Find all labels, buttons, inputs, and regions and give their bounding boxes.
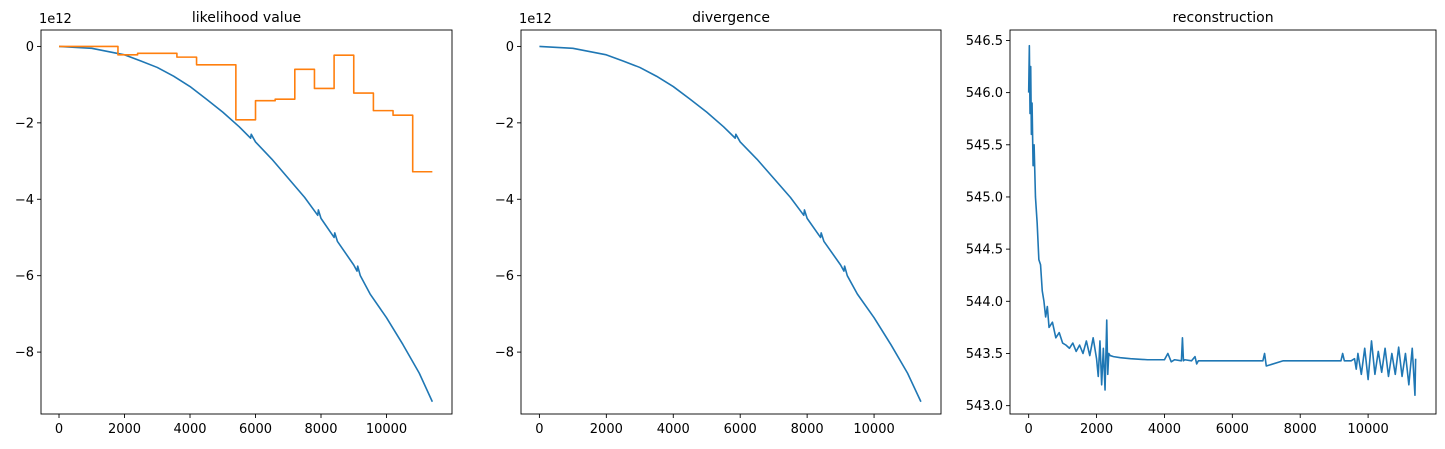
x-tick-label: 8000	[304, 422, 337, 437]
chart-1: 0 2000 4000 6000 8000 10000 0 −2 −4 −6 −8 divergenc…	[495, 10, 942, 437]
axis-offset-label: 1e12	[39, 12, 72, 27]
y-tick-label: 0	[506, 40, 514, 55]
x-tick-label: 2000	[590, 422, 623, 437]
y-tick-label: −2	[15, 116, 34, 131]
x-tick-label: 10000	[366, 422, 407, 437]
series-group	[1027, 44, 1417, 397]
x-tick-label: 10000	[1347, 422, 1388, 437]
x-tick-label: 4000	[1148, 422, 1181, 437]
y-tick-label: −2	[495, 116, 514, 131]
y-tick-label: −4	[15, 193, 34, 208]
y-tick-label: −4	[495, 193, 514, 208]
x-tick-label: 8000	[791, 422, 824, 437]
x-tick-label: 0	[1025, 422, 1033, 437]
y-tick-label: −8	[495, 346, 514, 361]
y-tick-label: 546.5	[966, 34, 1003, 49]
chart-title: reconstruction	[1172, 10, 1273, 26]
y-tick-label: 546.0	[966, 86, 1003, 101]
x-tick-label: 6000	[1216, 422, 1249, 437]
chart-panels: 0 2000 4000 6000 8000 10000 0 −2 −4 −6 −8 likelihoo…	[15, 10, 1437, 437]
series-line-1	[59, 45, 433, 173]
chart-title: likelihood value	[192, 10, 301, 26]
y-tick-label: 544.5	[966, 243, 1003, 258]
x-tick-label: 4000	[173, 422, 206, 437]
series-line-0	[58, 45, 434, 403]
y-tick-label: 0	[26, 40, 34, 55]
axes-frame	[1009, 29, 1437, 415]
x-tick-label: 4000	[657, 422, 690, 437]
series-group	[539, 45, 922, 403]
chart-title: divergence	[692, 10, 770, 26]
x-tick-label: 2000	[108, 422, 141, 437]
chart-0: 0 2000 4000 6000 8000 10000 0 −2 −4 −6 −8 likelihoo…	[15, 10, 453, 437]
series-line-0	[1027, 44, 1417, 397]
y-tick-label: 545.5	[966, 138, 1003, 153]
y-tick-label: −8	[15, 346, 34, 361]
axes-frame	[40, 29, 453, 415]
x-tick-label: 6000	[724, 422, 757, 437]
x-tick-label: 0	[535, 422, 543, 437]
series-line-0	[539, 45, 922, 403]
x-tick-label: 6000	[239, 422, 272, 437]
y-tick-label: −6	[495, 269, 514, 284]
x-tick-label: 8000	[1284, 422, 1317, 437]
y-tick-label: −6	[15, 269, 34, 284]
axes-frame	[520, 29, 942, 415]
series-group	[58, 45, 434, 403]
y-tick-label: 543.0	[966, 399, 1003, 414]
chart-2: 0 2000 4000 6000 8000 10000 546.5 546.0 545.5 545…	[966, 10, 1437, 437]
x-tick-label: 2000	[1080, 422, 1113, 437]
y-tick-label: 544.0	[966, 295, 1003, 310]
x-tick-label: 0	[55, 422, 63, 437]
x-tick-label: 10000	[853, 422, 894, 437]
axis-offset-label: 1e12	[519, 12, 552, 27]
y-tick-label: 545.0	[966, 190, 1003, 205]
y-tick-label: 543.5	[966, 347, 1003, 362]
